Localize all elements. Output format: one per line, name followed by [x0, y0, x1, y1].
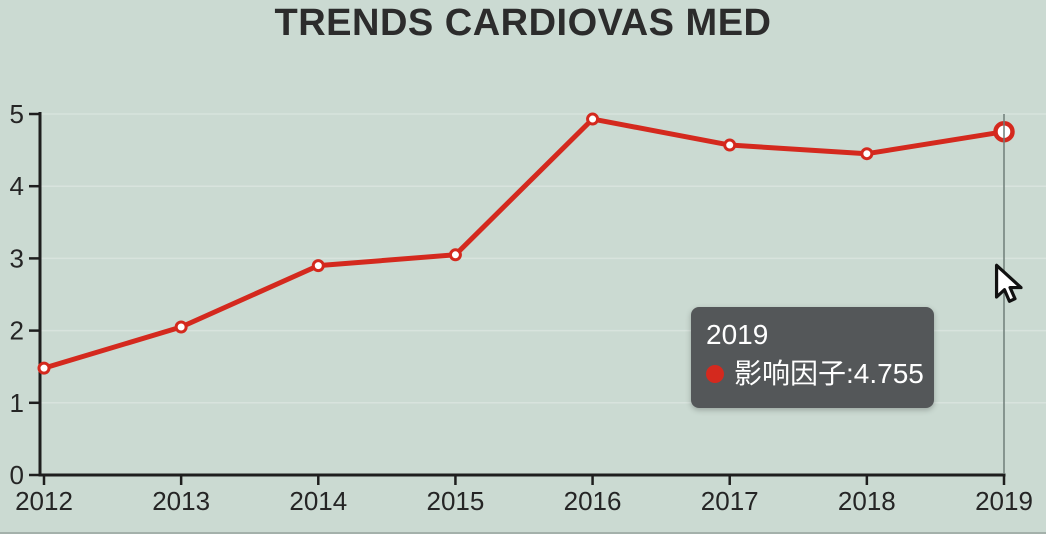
bottom-edge: [0, 532, 1046, 534]
x-tick-label-2019: 2019: [975, 486, 1033, 516]
tooltip: 2019 影响因子: 4.755: [691, 307, 934, 408]
x-tick-label-2016: 2016: [564, 486, 622, 516]
x-tick-label-2015: 2015: [427, 486, 485, 516]
y-tick-label-4: 4: [10, 171, 24, 201]
y-tick-label-1: 1: [10, 388, 24, 418]
tooltip-separator: :: [846, 358, 854, 389]
data-point-2014[interactable]: [311, 259, 325, 273]
chart-title: TRENDS CARDIOVAS MED: [274, 2, 772, 44]
mouse-cursor-icon: [994, 263, 1023, 303]
data-point-2016[interactable]: [586, 112, 600, 126]
data-point-2017[interactable]: [723, 138, 737, 152]
tooltip-series-row: 影响因子: 4.755: [706, 358, 924, 390]
data-point-2012[interactable]: [37, 361, 51, 375]
data-point-2015[interactable]: [448, 248, 462, 262]
y-tick-label-0: 0: [10, 460, 24, 490]
x-tick-label-2013: 2013: [152, 486, 210, 516]
tooltip-series-label: 影响因子: [734, 358, 847, 389]
data-point-2018[interactable]: [860, 147, 874, 161]
series-marker-icon: [706, 365, 724, 383]
x-tick-label-2017: 2017: [701, 486, 759, 516]
y-tick-label-3: 3: [10, 243, 24, 273]
x-tick-label-2014: 2014: [289, 486, 347, 516]
trend-line: [41, 116, 1007, 371]
data-point-2013[interactable]: [174, 320, 188, 334]
x-tick-label-2018: 2018: [838, 486, 896, 516]
tooltip-value: 4.755: [853, 358, 924, 389]
tooltip-year: 2019: [706, 319, 769, 350]
y-tick-label-2: 2: [10, 316, 24, 346]
x-tick-label-2012: 2012: [15, 486, 73, 516]
y-tick-label-5: 5: [10, 99, 24, 129]
